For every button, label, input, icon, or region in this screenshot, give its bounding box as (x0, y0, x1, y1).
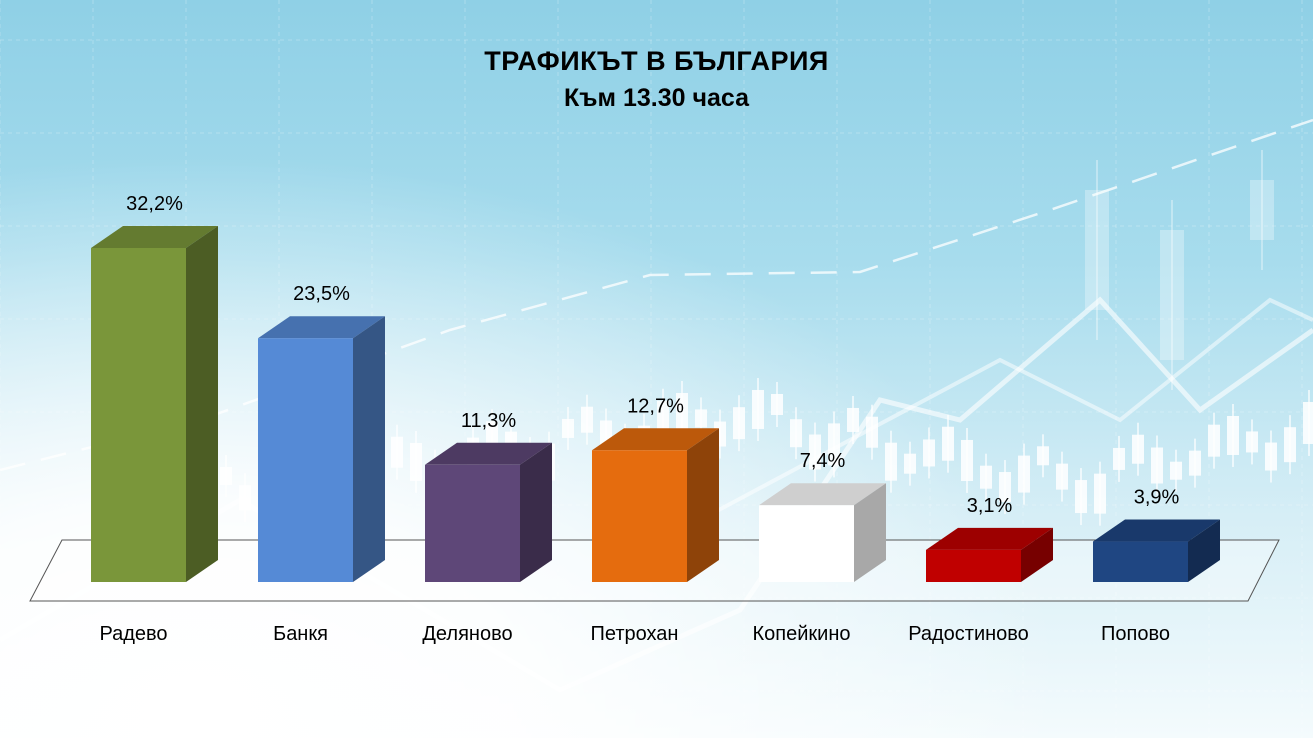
bar-7 (1093, 519, 1220, 582)
bar-side (1188, 519, 1220, 582)
category-label: Банкя (273, 623, 328, 645)
bar-top (1093, 519, 1220, 542)
data-label: 32,2% (126, 193, 183, 215)
bg-line-2 (699, 297, 1313, 522)
bar-side (687, 428, 719, 582)
data-label: 12,7% (627, 395, 684, 417)
bar-side (186, 226, 218, 582)
category-label: Радево (99, 623, 167, 645)
bg-large-candles (1085, 150, 1274, 390)
data-label: 3,1% (967, 495, 1013, 517)
bar-5 (759, 483, 886, 582)
bar-top (926, 527, 1053, 550)
bar-front (759, 505, 854, 582)
bar-side (353, 316, 385, 582)
bar-side (854, 483, 886, 582)
chart-subtitle: Към 13.30 часа (564, 84, 749, 112)
data-label: 3,9% (1134, 487, 1180, 509)
bar-top (759, 483, 886, 506)
data-label: 7,4% (800, 450, 846, 472)
category-label: Копейкино (753, 623, 851, 645)
bar-front (258, 338, 353, 582)
chart-title: ТРАФИКЪТ В БЪЛГАРИЯ (484, 46, 829, 76)
bar-front (425, 464, 520, 582)
bar-side (1021, 527, 1053, 582)
bar-top (425, 442, 552, 465)
bar-1 (91, 226, 218, 582)
bar-top (91, 226, 218, 248)
bar-front (926, 549, 1021, 582)
bar-4 (592, 428, 719, 582)
bar-top (592, 428, 719, 451)
bar-front (592, 450, 687, 582)
bar-front (1093, 541, 1188, 582)
bar-3 (425, 442, 552, 582)
category-label: Петрохан (591, 623, 679, 645)
category-label: Радостиново (908, 623, 1029, 645)
bar-6 (926, 527, 1053, 582)
bar-2 (258, 316, 385, 582)
data-label: 23,5% (293, 283, 350, 305)
category-label: Деляново (422, 623, 512, 645)
data-label: 11,3% (461, 410, 516, 432)
bar-front (91, 248, 186, 582)
bar-side (520, 442, 552, 582)
bg-trend-line (0, 118, 1313, 472)
bar-top (258, 316, 385, 339)
category-label: Попово (1101, 623, 1170, 645)
